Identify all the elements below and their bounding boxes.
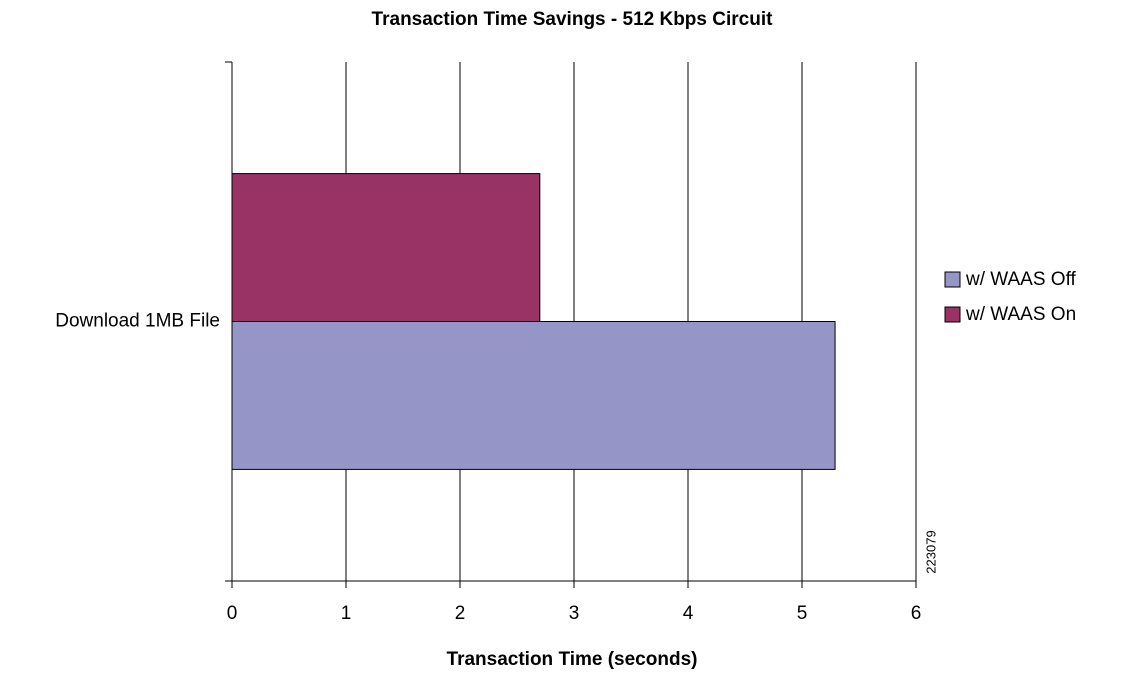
legend-swatch bbox=[944, 271, 961, 288]
x-tick-label: 0 bbox=[227, 603, 238, 624]
bar bbox=[231, 173, 541, 322]
legend-label: w/ WAAS Off bbox=[965, 269, 1077, 290]
x-tick-label: 2 bbox=[455, 603, 466, 624]
chart-title: Transaction Time Savings - 512 Kbps Circ… bbox=[372, 9, 774, 30]
y-tick-label: Download 1MB File bbox=[55, 311, 220, 332]
x-tick-label: 1 bbox=[341, 603, 352, 624]
x-tick-label: 4 bbox=[683, 603, 694, 624]
x-axis-label: Transaction Time (seconds) bbox=[447, 649, 698, 670]
figure-id: 223079 bbox=[923, 530, 938, 573]
x-tick-label: 3 bbox=[569, 603, 580, 624]
x-tick-label: 6 bbox=[911, 603, 922, 624]
legend-swatch bbox=[944, 306, 961, 323]
bar bbox=[231, 321, 836, 470]
x-tick-label: 5 bbox=[797, 603, 808, 624]
legend-label: w/ WAAS On bbox=[965, 304, 1076, 325]
